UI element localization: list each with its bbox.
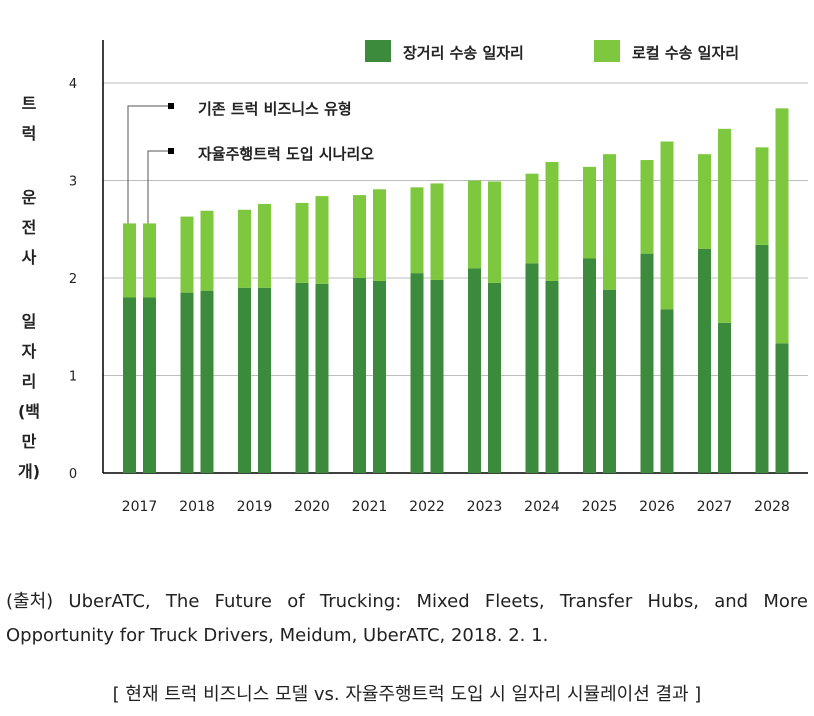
bar-long-haul-existing-2023 bbox=[468, 268, 481, 473]
bar-long-haul-existing-2019 bbox=[238, 287, 251, 473]
bar-local-autonomous-2019 bbox=[258, 203, 271, 288]
bar-long-haul-existing-2022 bbox=[410, 273, 424, 473]
y-axis-label-char: 럭 bbox=[21, 124, 37, 143]
bar-long-haul-existing-2021 bbox=[353, 278, 366, 473]
bar-local-autonomous-2017 bbox=[143, 223, 156, 298]
y-axis-label-char: 전 bbox=[21, 218, 37, 237]
bar-local-existing-2017 bbox=[123, 223, 136, 298]
figure-caption: [ 현재 트럭 비즈니스 모델 vs. 자율주행트럭 도입 시 일자리 시뮬레이… bbox=[112, 684, 702, 705]
y-axis-label-char: (백 bbox=[17, 402, 41, 421]
bar-local-autonomous-2025 bbox=[603, 154, 616, 290]
bar-long-haul-existing-2020 bbox=[295, 282, 309, 473]
bar-long-haul-existing-2017 bbox=[123, 297, 136, 473]
legend-swatch-local bbox=[594, 40, 620, 62]
bar-local-autonomous-2020 bbox=[315, 196, 329, 284]
x-tick-label: 2026 bbox=[639, 499, 675, 515]
bar-local-autonomous-2027 bbox=[718, 128, 731, 323]
annotation-existing-business: 기존 트럭 비즈니스 유형 bbox=[198, 100, 352, 118]
y-axis-label-char: 사 bbox=[21, 248, 37, 267]
bar-local-autonomous-2024 bbox=[545, 161, 559, 281]
bar-local-autonomous-2022 bbox=[430, 183, 444, 280]
bar-long-haul-autonomous-2025 bbox=[603, 289, 616, 473]
annotation-leader-existing bbox=[127, 105, 170, 224]
bar-long-haul-existing-2027 bbox=[698, 248, 711, 473]
bar-long-haul-existing-2024 bbox=[525, 263, 539, 473]
x-tick-label: 2027 bbox=[697, 499, 733, 515]
x-tick-label: 2028 bbox=[754, 499, 790, 515]
bar-local-existing-2026 bbox=[640, 160, 654, 254]
y-tick-label: 4 bbox=[69, 77, 77, 92]
x-tick-label: 2021 bbox=[352, 499, 388, 515]
x-tick-label: 2022 bbox=[409, 499, 445, 515]
bar-local-autonomous-2023 bbox=[488, 181, 501, 283]
y-tick-label: 3 bbox=[69, 175, 77, 190]
y-axis-label-char: 자 bbox=[21, 342, 37, 361]
bar-local-existing-2022 bbox=[410, 187, 424, 274]
bar-long-haul-existing-2018 bbox=[180, 292, 194, 473]
annotation-leader-autonomous bbox=[147, 150, 170, 224]
y-axis-label-char: 운 bbox=[21, 188, 37, 207]
bar-local-existing-2020 bbox=[295, 202, 309, 283]
annotation-marker-autonomous bbox=[168, 148, 174, 154]
x-tick-label: 2024 bbox=[524, 499, 560, 515]
bar-local-existing-2027 bbox=[698, 154, 711, 249]
bar-local-autonomous-2026 bbox=[660, 141, 674, 310]
bar-long-haul-existing-2025 bbox=[583, 258, 596, 473]
bar-long-haul-autonomous-2026 bbox=[660, 309, 674, 473]
bar-long-haul-autonomous-2020 bbox=[315, 283, 329, 473]
x-tick-label: 2017 bbox=[122, 499, 158, 515]
y-tick-label: 0 bbox=[69, 467, 77, 482]
bar-local-existing-2024 bbox=[525, 173, 539, 264]
x-tick-label: 2023 bbox=[467, 499, 503, 515]
bar-local-autonomous-2018 bbox=[200, 210, 214, 291]
bar-local-autonomous-2021 bbox=[373, 189, 386, 281]
y-axis-label-char: 리 bbox=[21, 372, 37, 391]
bar-long-haul-existing-2028 bbox=[755, 244, 769, 473]
bar-long-haul-autonomous-2024 bbox=[545, 280, 559, 473]
legend-label-long-haul: 장거리 수송 일자리 bbox=[403, 44, 524, 62]
bar-long-haul-autonomous-2022 bbox=[430, 279, 444, 473]
x-tick-label: 2018 bbox=[179, 499, 215, 515]
annotation-autonomous-scenario: 자율주행트럭 도입 시나리오 bbox=[198, 145, 375, 163]
y-axis-label-char: 만 bbox=[21, 432, 37, 451]
bar-long-haul-autonomous-2021 bbox=[373, 280, 386, 473]
y-axis-label-char: 일 bbox=[21, 312, 37, 331]
x-tick-label: 2019 bbox=[237, 499, 273, 515]
bar-long-haul-autonomous-2018 bbox=[200, 290, 214, 473]
bar-local-existing-2021 bbox=[353, 195, 366, 278]
bar-local-existing-2018 bbox=[180, 216, 194, 293]
bar-local-autonomous-2028 bbox=[775, 108, 789, 344]
stacked-bar-chart: 0 1 2 3 4 2017 2018 2019 2020 2021 2022 2023 2024 202… bbox=[69, 40, 808, 515]
bar-local-existing-2028 bbox=[755, 147, 769, 245]
y-axis-label-char: 개) bbox=[17, 462, 41, 481]
bar-local-existing-2025 bbox=[583, 166, 596, 259]
bar-long-haul-existing-2026 bbox=[640, 253, 654, 473]
bar-long-haul-autonomous-2019 bbox=[258, 287, 271, 473]
bar-long-haul-autonomous-2017 bbox=[143, 297, 156, 473]
legend-label-local: 로컬 수송 일자리 bbox=[632, 44, 740, 62]
annotation-marker-existing bbox=[168, 103, 174, 109]
bar-long-haul-autonomous-2023 bbox=[488, 282, 501, 473]
y-tick-label: 1 bbox=[69, 370, 77, 385]
bar-long-haul-autonomous-2027 bbox=[718, 322, 731, 473]
bar-local-existing-2019 bbox=[238, 209, 251, 288]
y-axis-label-char: 트 bbox=[21, 94, 37, 113]
y-tick-label: 2 bbox=[69, 272, 77, 287]
bar-long-haul-autonomous-2028 bbox=[775, 343, 789, 473]
x-tick-label: 2020 bbox=[294, 499, 330, 515]
legend-swatch-long-haul bbox=[365, 40, 391, 62]
source-text: (출처) UberATC, The Future of Trucking: Mi… bbox=[6, 591, 808, 646]
bar-local-existing-2023 bbox=[468, 180, 481, 269]
x-tick-label: 2025 bbox=[582, 499, 618, 515]
